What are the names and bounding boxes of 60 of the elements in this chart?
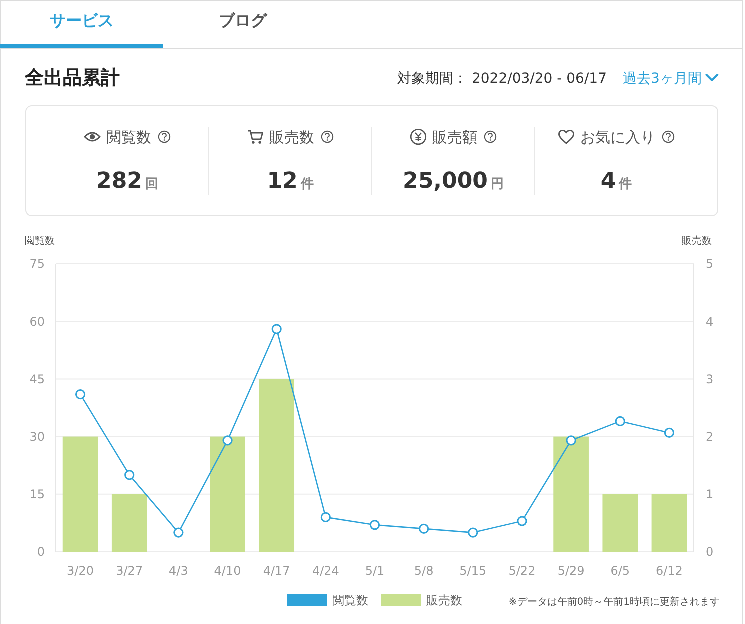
text: 全出品累計 — [24, 67, 120, 89]
point — [272, 324, 282, 334]
bar — [652, 494, 688, 552]
point — [370, 520, 380, 530]
legend-label: 販売数 — [426, 594, 462, 608]
x-tick-label: 4/24 — [312, 564, 340, 578]
bar — [112, 494, 148, 552]
category-label: 販売額 — [432, 128, 478, 146]
point — [174, 528, 184, 538]
y2-tick-label: 5 — [706, 257, 714, 272]
point — [664, 428, 675, 438]
text: 4件 — [600, 169, 632, 194]
point — [419, 524, 430, 534]
category-label: 閲覧数 — [106, 128, 152, 146]
y2-tick-label: 1 — [706, 488, 714, 502]
legend-label: 閲覧数 — [332, 594, 368, 608]
y2-tick-label: 0 — [706, 545, 714, 560]
y-tick-label: 60 — [30, 314, 45, 329]
y-tick-label: 0 — [37, 545, 45, 560]
text: 対象期間： 2022/03/20 - 06/17 — [398, 71, 607, 87]
bar — [602, 494, 638, 552]
x-tick-label: 3/20 — [67, 564, 94, 578]
y2-tick-label: 4 — [706, 314, 714, 329]
x-tick-label: 5/29 — [558, 564, 585, 578]
x-tick-label: 6/5 — [610, 564, 630, 578]
x-tick-label: 3/27 — [116, 564, 144, 578]
y-tick-label: 15 — [30, 488, 45, 502]
point — [566, 436, 576, 446]
text: ※データは午前0時～午前1時頃に更新されます — [508, 596, 720, 608]
y-tick-label: 75 — [30, 257, 45, 272]
point — [320, 512, 331, 522]
bar — [554, 436, 589, 552]
text: 過去3ヶ月間 — [623, 71, 702, 87]
text: ブログ — [219, 11, 268, 30]
point — [124, 470, 135, 480]
x-tick-label: 5/22 — [508, 564, 536, 578]
text: サービス — [50, 11, 114, 30]
x-tick-label: 6/12 — [656, 564, 683, 578]
x-tick-label: 4/17 — [263, 564, 290, 578]
category-label: 販売数 — [270, 128, 314, 146]
bar — [62, 436, 98, 552]
point — [75, 390, 86, 400]
x-tick-label: 5/15 — [460, 564, 487, 578]
y-tick-label: 30 — [30, 430, 45, 444]
y2-axis-title: 販売数 — [682, 235, 712, 247]
point — [468, 528, 478, 538]
category-label: お気に入り — [580, 128, 656, 146]
x-tick-label: 5/1 — [365, 564, 385, 578]
x-tick-label: 4/3 — [169, 564, 188, 578]
point — [222, 436, 233, 446]
y2-tick-label: 2 — [706, 430, 714, 444]
x-tick-label: 4/10 — [214, 564, 242, 578]
point — [517, 516, 528, 526]
y-tick-label: 45 — [30, 372, 45, 386]
bar — [210, 436, 246, 552]
y2-tick-label: 3 — [706, 372, 714, 386]
x-tick-label: 5/8 — [414, 564, 434, 578]
bar — [259, 379, 295, 552]
y-axis-title: 閲覧数 — [25, 236, 55, 247]
point — [615, 416, 626, 426]
